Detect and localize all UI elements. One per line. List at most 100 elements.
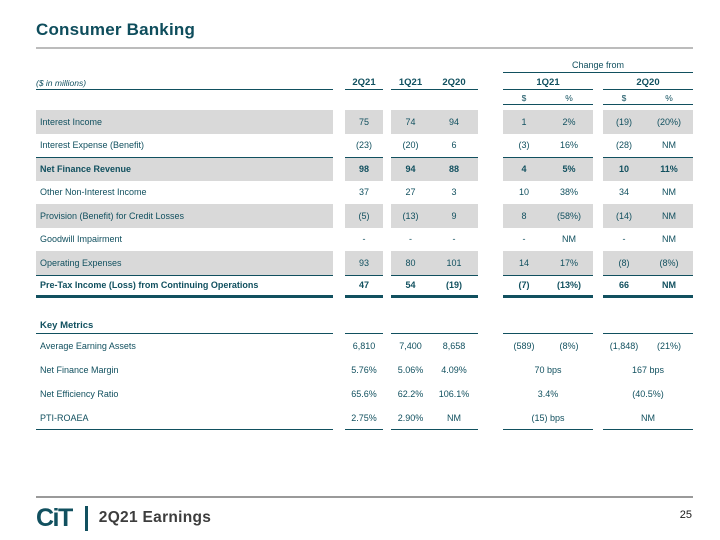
cell-1q21: 54 [405, 280, 416, 291]
row-label: Interest Income [36, 110, 333, 134]
cell-chg2-dollar: 10 [618, 164, 629, 175]
key-metric-row: Net Efficiency Ratio 65.6% 62.2% 106.1% 3… [36, 382, 693, 406]
cell-2q21: 5.76% [351, 365, 377, 375]
cell-2q20: 9 [451, 210, 457, 221]
subheader-pct: % [665, 93, 673, 103]
main-table: Interest Income 75 74 94 1 2% (19) (20%) In… [36, 110, 693, 298]
cell-chg2-pct: (21%) [656, 341, 681, 351]
cell-chg1: 70 bps [534, 365, 562, 375]
cell-chg2-dollar: - [622, 234, 626, 245]
cell-chg2-dollar: (19) [615, 116, 632, 127]
cell-1q21: 74 [405, 116, 416, 127]
cell-chg2-dollar: (8) [618, 257, 630, 268]
cell-1q21: 5.06% [397, 365, 424, 375]
cell-chg1-dollar: (589) [513, 341, 535, 351]
change-group-1q21: 1Q21 [503, 73, 593, 90]
cell-chg2-dollar: 66 [618, 280, 629, 291]
cell-2q20: 3 [451, 187, 457, 198]
footer-title: 2Q21 Earnings [98, 509, 212, 526]
table-header: Change from ($ in millions) 2Q21 1Q21 2Q… [36, 57, 693, 105]
cell-2q21: 75 [345, 110, 383, 134]
key-metrics-title: Key Metrics [36, 317, 333, 334]
cell-chg1-pct: 17% [559, 257, 578, 268]
cell-chg1-pct: 16% [559, 140, 578, 151]
cell-chg1: 3.4% [537, 389, 559, 399]
cell-1q21: - [409, 234, 412, 245]
cell-2q20: 4.09% [441, 365, 467, 375]
cell-chg1-dollar: 4 [521, 164, 527, 175]
table-row: Operating Expenses 93 80 101 14 17% (8) (8%… [36, 251, 693, 275]
cell-chg1-pct: 38% [559, 187, 578, 198]
key-metrics-rule [503, 317, 593, 334]
cell-chg2-pct: NM [662, 210, 676, 221]
cell-1q21: 62.2% [397, 389, 424, 399]
subheader-pct: % [565, 93, 573, 103]
row-label: PTI-ROAEA [36, 406, 333, 430]
key-metrics-section: Key Metrics Average Earning Assets 6,810… [36, 317, 693, 430]
cell-chg2-pct: 11% [660, 164, 678, 175]
table-row: Interest Income 75 74 94 1 2% (19) (20%) [36, 110, 693, 134]
key-metrics-rule [391, 317, 478, 334]
cell-chg2: (40.5%) [632, 389, 664, 399]
cell-chg2-pct: NM [662, 234, 676, 245]
col-header-1q21-2q20: 1Q21 2Q20 [391, 73, 478, 90]
key-metrics-rule [345, 317, 383, 334]
cell-1q21: 2.90% [397, 412, 424, 423]
key-metric-row: PTI-ROAEA 2.75% 2.90% NM (15) bps NM [36, 406, 693, 430]
footer: CiT 2Q21 Earnings [36, 503, 211, 533]
table-row: Other Non-Interest Income 37 27 3 10 38% 3… [36, 181, 693, 205]
cell-chg2-pct: (8%) [659, 257, 679, 268]
cell-2q21: 93 [345, 251, 383, 275]
subheader-dollar-pct-2: $ % [603, 90, 693, 105]
cell-1q21: (20) [402, 140, 419, 151]
footer-divider [36, 496, 693, 498]
cell-chg1-dollar: (3) [518, 140, 530, 151]
cell-2q20: 6 [451, 140, 457, 151]
cell-chg1-pct: (58%) [556, 210, 581, 221]
cell-2q21: 2.75% [345, 406, 383, 430]
cell-chg1-dollar: (7) [518, 280, 530, 291]
cell-2q21: (23) [355, 140, 372, 151]
subheader-dollar: $ [621, 93, 627, 103]
row-label: Net Efficiency Ratio [40, 389, 119, 399]
table-row-subtotal: Net Finance Revenue 98 94 88 4 5% 10 11% [36, 157, 693, 181]
col-header-2q20: 2Q20 [442, 77, 466, 88]
cell-2q21: 37 [358, 187, 369, 198]
cell-chg1-dollar: 10 [518, 187, 529, 198]
row-label: Provision (Benefit) for Credit Losses [36, 204, 333, 228]
cell-2q21: (5) [345, 204, 383, 228]
cell-1q21: 80 [405, 257, 416, 268]
cell-chg2-dollar: (1,848) [609, 341, 639, 351]
table-row: Provision (Benefit) for Credit Losses (5… [36, 204, 693, 228]
key-metric-row: Average Earning Assets 6,810 7,400 8,658 … [36, 334, 693, 358]
cell-2q20: 8,658 [442, 341, 466, 351]
cell-2q21: 6,810 [352, 341, 376, 351]
page-number: 25 [679, 509, 692, 521]
row-label: Net Finance Margin [40, 365, 119, 375]
row-label: Pre-Tax Income (Loss) from Continuing Op… [36, 274, 333, 298]
logo-separator [84, 505, 88, 531]
units-note: ($ in millions) [36, 73, 333, 90]
key-metric-row: Net Finance Margin 5.76% 5.06% 4.09% 70 b… [36, 358, 693, 382]
cell-chg2-dollar: 34 [618, 187, 629, 198]
row-label: Other Non-Interest Income [40, 187, 147, 198]
cell-1q21: 27 [405, 187, 416, 198]
cell-chg1-pct: 5% [562, 164, 576, 175]
row-label: Interest Expense (Benefit) [40, 140, 145, 151]
cell-chg1-pct: (13%) [556, 280, 581, 291]
cell-2q21: 65.6% [351, 389, 377, 399]
cell-chg2-pct: NM [662, 140, 676, 151]
table-row: Goodwill Impairment - - - - NM - NM [36, 228, 693, 252]
row-label: Operating Expenses [36, 251, 333, 275]
table-row: Interest Expense (Benefit) (23) (20) 6 (3… [36, 134, 693, 158]
cell-chg2-pct: NM [662, 280, 676, 291]
cell-2q21: 98 [345, 157, 383, 181]
cell-chg2-dollar: (14) [615, 210, 632, 221]
subheader-dollar-pct-1: $ % [503, 90, 593, 105]
row-label: Net Finance Revenue [36, 157, 333, 181]
cell-chg1-pct: (8%) [559, 341, 579, 351]
cell-chg2-dollar: (28) [615, 140, 632, 151]
cell-1q21: 7,400 [399, 341, 422, 351]
cell-2q20: 88 [448, 164, 459, 175]
